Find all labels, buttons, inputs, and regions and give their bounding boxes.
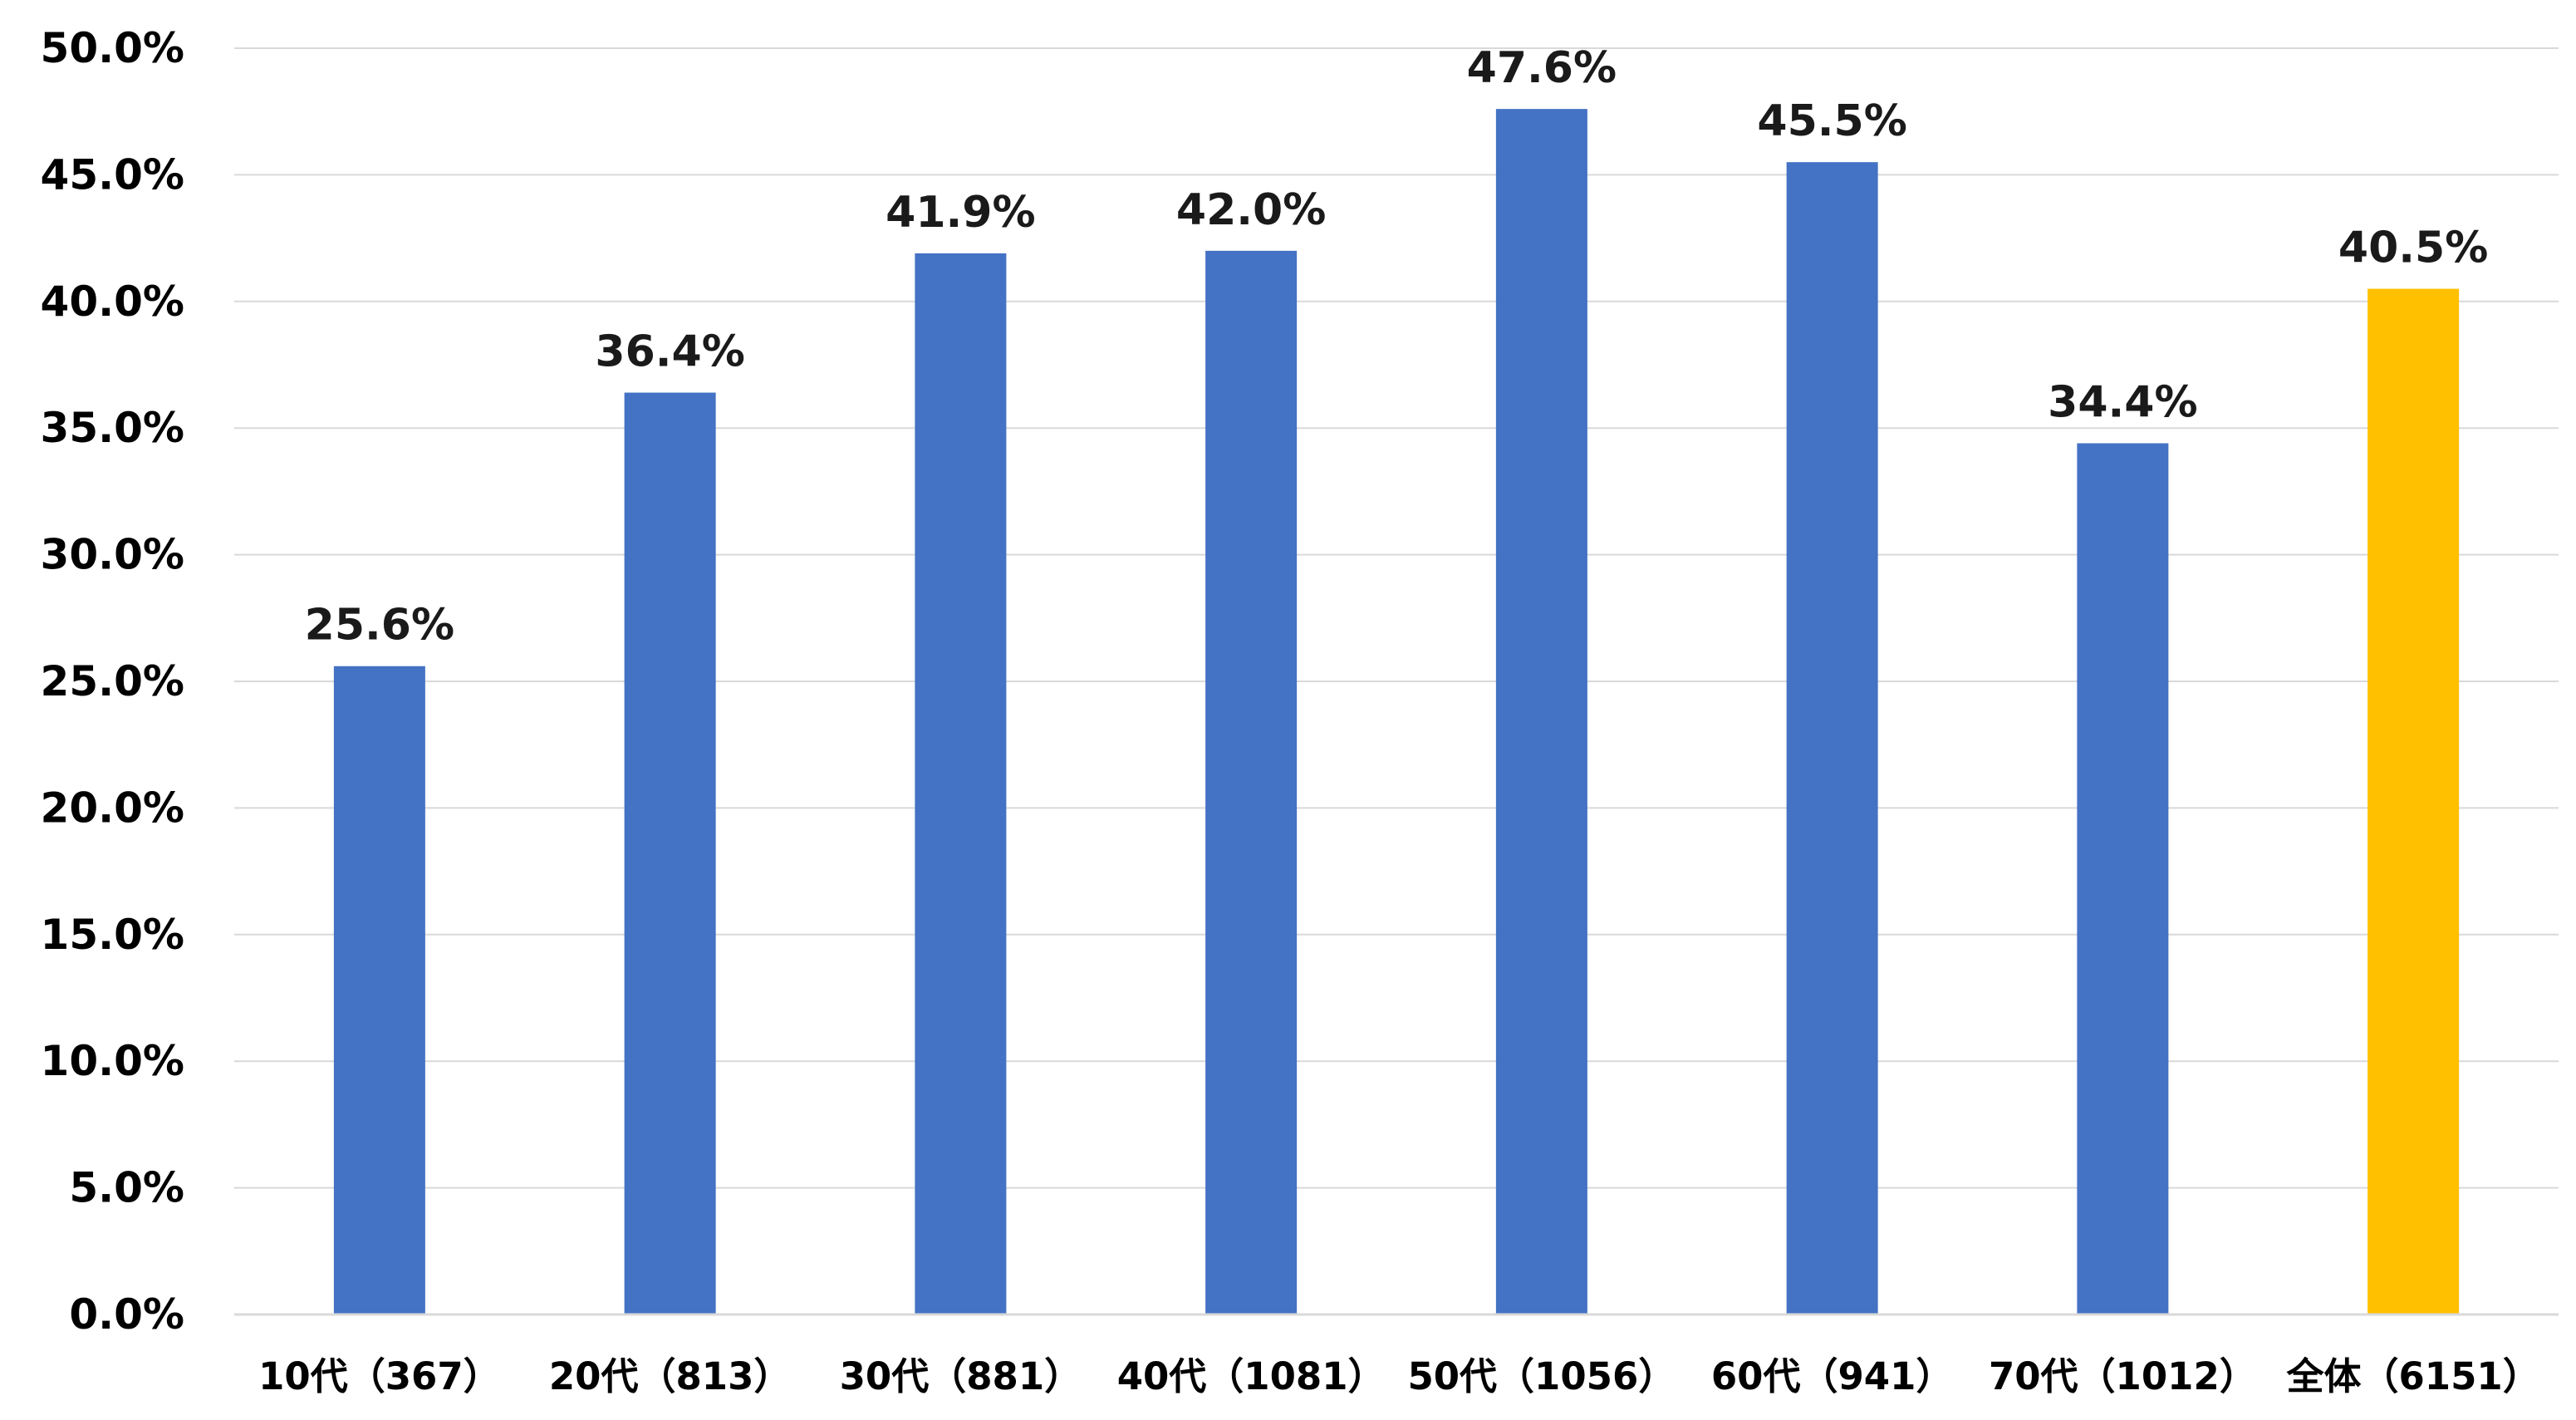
y-tick-label: 25.0% <box>41 657 184 705</box>
y-tick-label: 40.0% <box>41 278 184 326</box>
bar <box>2367 288 2460 1314</box>
y-tick-label: 30.0% <box>41 531 184 579</box>
y-tick-label: 35.0% <box>41 404 184 452</box>
y-tick-label: 10.0% <box>41 1037 184 1085</box>
x-tick-label: 全体（6151） <box>2286 1354 2540 1398</box>
bar <box>1495 109 1587 1315</box>
data-label: 41.9% <box>886 188 1035 238</box>
y-axis-tick-labels: 0.0% 5.0% 10.0% 15.0% 20.0% 25.0% 30.0% 35.0% 40… <box>41 24 184 1339</box>
x-tick-label: 20代（813） <box>549 1354 792 1398</box>
gridlines <box>234 47 2559 1189</box>
x-tick-label: 70代（1012） <box>1989 1354 2257 1398</box>
data-labels: 25.6% 36.4% 41.9% 42.0% 47.6% 45.5% 34.4% 40.5% <box>305 43 2489 651</box>
x-tick-label: 10代（367） <box>258 1354 501 1398</box>
data-label: 47.6% <box>1467 43 1617 93</box>
x-tick-label: 60代（941） <box>1711 1354 1954 1398</box>
data-label: 34.4% <box>2048 377 2197 427</box>
x-tick-label: 40代（1081） <box>1117 1354 1386 1398</box>
x-tick-label: 30代（881） <box>840 1354 1082 1398</box>
bars <box>333 109 2460 1315</box>
x-tick-label: 50代（1056） <box>1407 1354 1676 1398</box>
y-tick-label: 45.0% <box>41 150 184 199</box>
bar <box>333 666 425 1314</box>
data-label: 45.5% <box>1757 96 1906 146</box>
y-tick-label: 0.0% <box>69 1290 184 1339</box>
bar <box>2077 443 2169 1314</box>
bar <box>1786 162 1878 1314</box>
data-label: 40.5% <box>2338 224 2488 273</box>
y-tick-label: 50.0% <box>41 24 184 72</box>
y-tick-label: 15.0% <box>41 911 184 959</box>
data-label: 36.4% <box>595 327 744 377</box>
y-tick-label: 5.0% <box>69 1164 184 1212</box>
y-tick-label: 20.0% <box>41 784 184 832</box>
bar <box>624 392 716 1314</box>
data-label: 25.6% <box>305 601 454 651</box>
x-axis-tick-labels: 10代（367） 20代（813） 30代（881） 40代（1081） 50代（105… <box>258 1354 2540 1398</box>
bar <box>915 253 1007 1315</box>
bar <box>1205 250 1298 1315</box>
data-label: 42.0% <box>1176 185 1326 235</box>
